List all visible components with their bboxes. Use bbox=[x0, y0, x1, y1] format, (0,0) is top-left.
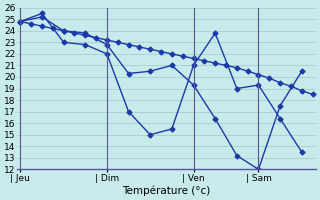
X-axis label: Température (°c): Température (°c) bbox=[122, 185, 211, 196]
